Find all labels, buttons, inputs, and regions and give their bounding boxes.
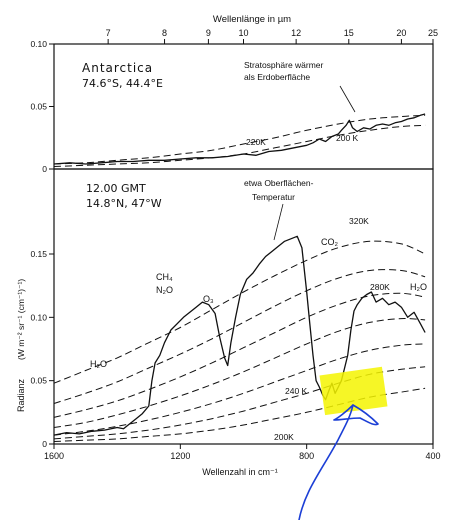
bottom-x-tick-label: 800 bbox=[299, 451, 314, 461]
bottom-measured-spectrum bbox=[53, 235, 426, 436]
top-label-200k: 200 K bbox=[336, 133, 359, 143]
top-note-pointer bbox=[339, 85, 356, 113]
y-axis-title-units: (W m⁻² sr⁻¹ (cm⁻¹)⁻¹) bbox=[16, 279, 26, 360]
top-x-tick-label: 25 bbox=[428, 28, 438, 38]
label-co2: CO₂ bbox=[321, 237, 339, 247]
measured-spectra bbox=[53, 113, 426, 436]
top-x-tick-label: 10 bbox=[238, 28, 248, 38]
label-h2o-right: H₂O bbox=[410, 282, 427, 292]
bottom-axis-title: Wellenzahl in cm⁻¹ bbox=[202, 467, 278, 477]
label-240k: 240 K bbox=[285, 386, 308, 396]
top-y-tick-label: 0.10 bbox=[30, 39, 47, 49]
bottom-coords-label: 14.8°N, 47°W bbox=[86, 197, 162, 210]
top-note-line1: Stratosphäre wärmer bbox=[244, 60, 324, 70]
top-blackbody-200k bbox=[53, 124, 426, 167]
pen-arrow-annotation bbox=[298, 404, 379, 520]
label-o3: O₃ bbox=[203, 294, 214, 304]
top-x-tick-label: 7 bbox=[106, 28, 111, 38]
bottom-x-tick-label: 1200 bbox=[170, 451, 190, 461]
top-x-tick-label: 9 bbox=[206, 28, 211, 38]
label-280k: 280K bbox=[370, 282, 390, 292]
bottom-x-tick-label: 400 bbox=[425, 451, 440, 461]
top-coords-label: 74.6°S, 44.4°E bbox=[82, 77, 163, 90]
blackbody-curve-320k bbox=[53, 240, 426, 384]
bottom-y-tick-label: 0 bbox=[42, 439, 47, 449]
top-measured-spectrum bbox=[53, 113, 426, 165]
bottom-time-label: 12.00 GMT bbox=[86, 182, 146, 195]
bottom-panel-frame bbox=[53, 168, 434, 445]
blackbody-curve-260k bbox=[53, 318, 426, 428]
bottom-x-tick-label: 1600 bbox=[44, 451, 64, 461]
top-site-label: Antarctica bbox=[82, 61, 153, 75]
bottom-y-tick-label: 0.15 bbox=[30, 249, 47, 259]
surface-temp-line1: etwa Oberflächen- bbox=[244, 178, 314, 188]
top-blackbody-curves bbox=[53, 114, 426, 167]
label-ch4: CH₄ bbox=[156, 272, 173, 282]
label-320k: 320K bbox=[349, 216, 369, 226]
blackbody-curve-300k bbox=[53, 269, 426, 404]
surface-temp-line2: Temperatur bbox=[252, 192, 295, 202]
top-note-line2: als Erdoberfläche bbox=[244, 72, 310, 82]
top-x-tick-label: 12 bbox=[291, 28, 301, 38]
top-y-tick-label: 0.05 bbox=[30, 102, 47, 112]
top-x-tick-label: 15 bbox=[344, 28, 354, 38]
surface-temp-pointer bbox=[273, 203, 284, 241]
bottom-blackbody-curves bbox=[53, 240, 426, 442]
bottom-y-tick-label: 0.10 bbox=[30, 312, 47, 322]
top-x-ticks: 7 8 9 10 12 15 20 25 bbox=[106, 28, 438, 44]
top-axis-title: Wellenlänge in µm bbox=[213, 14, 291, 25]
highlighter-mark bbox=[319, 366, 388, 416]
blackbody-curve-280k bbox=[53, 292, 426, 418]
label-200k: 200K bbox=[274, 432, 294, 442]
top-blackbody-220k bbox=[53, 114, 426, 165]
bottom-y-tick-label: 0.05 bbox=[30, 376, 47, 386]
top-label-220k: 220K bbox=[246, 137, 266, 147]
label-n2o: N₂O bbox=[156, 285, 173, 295]
top-y-tick-label: 0 bbox=[42, 164, 47, 174]
label-h2o-left: H₂O bbox=[90, 359, 107, 369]
bottom-x-ticks: 1600 1200 800 400 bbox=[44, 444, 441, 461]
bottom-y-ticks: 0.15 0.10 0.05 0 bbox=[30, 249, 54, 449]
y-axis-title-radianz: Radianz bbox=[16, 378, 26, 412]
top-x-tick-label: 20 bbox=[396, 28, 406, 38]
top-x-tick-label: 8 bbox=[162, 28, 167, 38]
top-y-ticks: 0.10 0.05 0 bbox=[30, 39, 54, 174]
